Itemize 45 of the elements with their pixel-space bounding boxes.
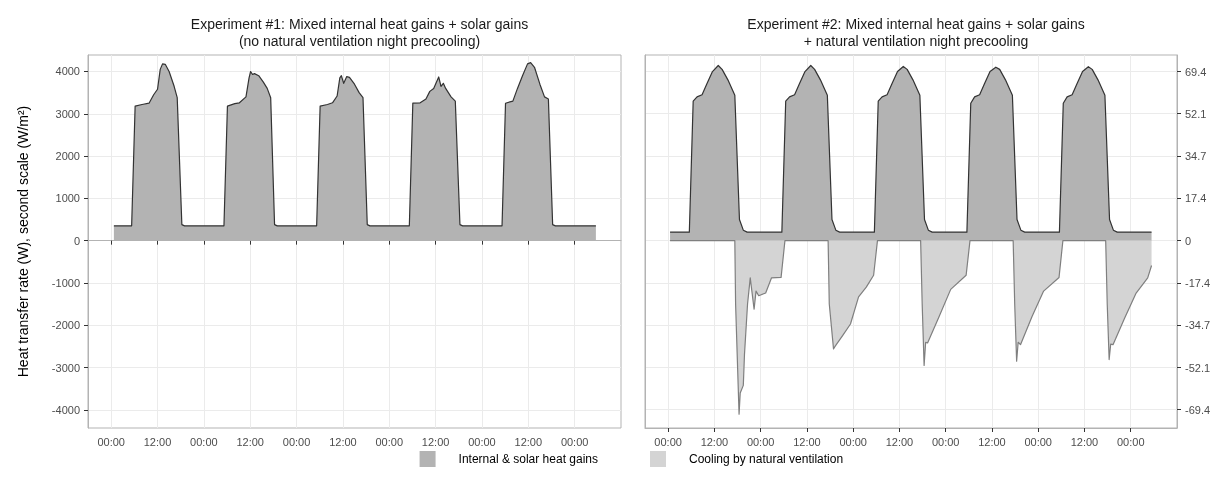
x-tick-label: 00:00	[839, 435, 867, 448]
x-tick-label: 12:00	[793, 435, 821, 448]
x-tick-label: 00:00	[97, 435, 125, 448]
y-tick-label: 1000	[55, 192, 80, 205]
x-tick-label: 12:00	[236, 435, 264, 448]
y2-tick-label: 69.4	[1185, 65, 1207, 78]
x-tick-label: 00:00	[190, 435, 218, 448]
x-tick-label: 00:00	[282, 435, 311, 448]
y2-tick-label: -17.4	[1185, 277, 1211, 290]
x-tick-label: 00:00	[746, 435, 775, 448]
y2-tick-label: 34.7	[1185, 150, 1207, 163]
x-tick-label: 12:00	[978, 435, 1006, 448]
y2-tick-label: -52.1	[1185, 361, 1211, 374]
chart-title: Experiment #1: Mixed internal heat gains + solar gains (no natural ventilation night precooling)	[190, 15, 529, 49]
y2-tick-label: -69.4	[1185, 403, 1211, 416]
x-tick-label: 00:00	[931, 435, 960, 448]
x-tick-label: 00:00	[375, 435, 404, 448]
y2-tick-label: 17.4	[1185, 192, 1207, 205]
y-axis-title: Heat transfer rate (W), second scale (W/m²)	[15, 105, 31, 378]
y-tick-label: 4000	[55, 65, 80, 78]
x-tick-label: 12:00	[1070, 435, 1099, 448]
y2-tick-label: -34.7	[1185, 319, 1211, 332]
legend-label: Cooling by natural ventilation	[689, 452, 844, 466]
y-tick-label: -2000	[51, 319, 80, 332]
y-tick-label: -3000	[51, 361, 80, 374]
y-tick-label: -1000	[51, 276, 80, 289]
x-tick-label: 12:00	[885, 435, 914, 448]
chart-title: Experiment #2: Mixed internal heat gains + solar gains + natural ventilation night precooling	[747, 15, 1085, 49]
x-tick-label: 12:00	[514, 435, 543, 448]
x-tick-label: 12:00	[700, 435, 729, 448]
y-tick-label: 0	[73, 234, 80, 247]
x-tick-label: 00:00	[1116, 435, 1145, 448]
y-tick-label: 3000	[55, 107, 80, 120]
x-tick-label: 12:00	[329, 435, 357, 448]
y2-tick-label: 0	[1185, 234, 1192, 247]
x-tick-label: 00:00	[654, 435, 682, 448]
x-tick-label: 00:00	[560, 435, 589, 448]
y-tick-label: -4000	[51, 403, 80, 416]
x-tick-label: 12:00	[143, 435, 172, 448]
legend-label: Internal & solar heat gains	[458, 452, 598, 466]
y2-tick-label: 52.1	[1185, 107, 1207, 120]
x-tick-label: 12:00	[421, 435, 450, 448]
x-tick-label: 00:00	[1024, 435, 1052, 448]
y-tick-label: 2000	[55, 150, 80, 163]
x-tick-label: 00:00	[468, 435, 496, 448]
